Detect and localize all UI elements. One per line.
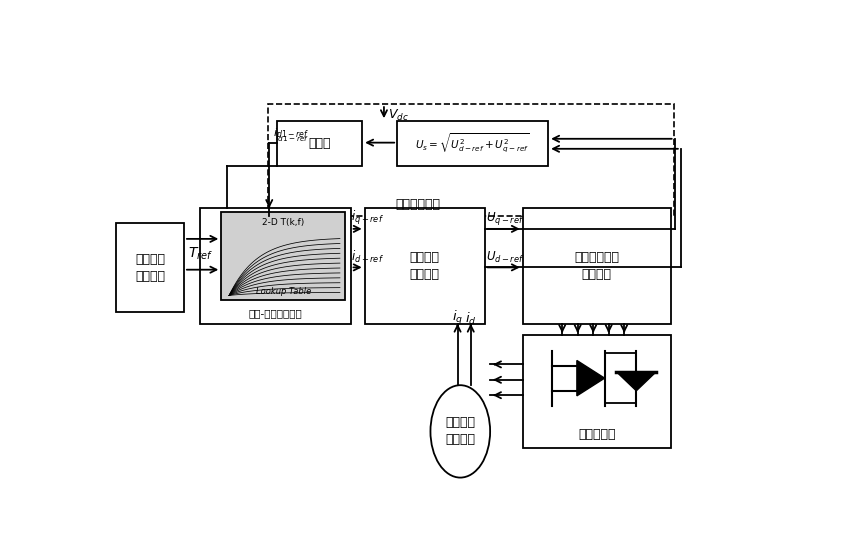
Text: $i_{d1-ref}$: $i_{d1-ref}$ bbox=[274, 130, 308, 144]
Text: Lookup Table: Lookup Table bbox=[256, 287, 311, 296]
Text: 转矩-电流查表单元: 转矩-电流查表单元 bbox=[248, 308, 302, 318]
Text: $i_{d1-ref}$: $i_{d1-ref}$ bbox=[273, 126, 309, 141]
Text: 空间矢量脉宽
调制单元: 空间矢量脉宽 调制单元 bbox=[574, 251, 619, 281]
Text: 转矩指令
输入单元: 转矩指令 输入单元 bbox=[135, 253, 165, 283]
Text: $i_{d-ref}$: $i_{d-ref}$ bbox=[351, 249, 384, 265]
Text: $U_{q-ref}$: $U_{q-ref}$ bbox=[486, 210, 525, 226]
Text: 弱磁调节单元: 弱磁调节单元 bbox=[395, 197, 440, 211]
FancyBboxPatch shape bbox=[116, 224, 184, 312]
Text: $i_d$: $i_d$ bbox=[465, 311, 476, 328]
Polygon shape bbox=[577, 360, 605, 396]
FancyBboxPatch shape bbox=[222, 212, 345, 300]
Text: $U_s = \sqrt{U_{d-ref}^2+U_{q-ref}^2}$: $U_s = \sqrt{U_{d-ref}^2+U_{q-ref}^2}$ bbox=[416, 132, 530, 155]
FancyBboxPatch shape bbox=[397, 121, 548, 166]
Text: 交叉解耦
调节单元: 交叉解耦 调节单元 bbox=[410, 251, 440, 281]
Text: $i_{q-ref}$: $i_{q-ref}$ bbox=[351, 208, 384, 226]
Text: $T_{ref}$: $T_{ref}$ bbox=[188, 246, 213, 263]
Text: $i_q$: $i_q$ bbox=[452, 310, 463, 328]
FancyBboxPatch shape bbox=[522, 335, 671, 449]
Text: 调节器: 调节器 bbox=[308, 137, 331, 150]
Text: 2-D T(k,f): 2-D T(k,f) bbox=[262, 218, 304, 227]
FancyBboxPatch shape bbox=[277, 121, 362, 166]
Text: $V_{dc}$: $V_{dc}$ bbox=[388, 108, 409, 123]
Polygon shape bbox=[617, 372, 656, 391]
Text: 逆变器单元: 逆变器单元 bbox=[578, 428, 615, 441]
FancyBboxPatch shape bbox=[365, 208, 485, 324]
FancyBboxPatch shape bbox=[199, 208, 351, 324]
Ellipse shape bbox=[430, 385, 490, 478]
Text: $U_{d-ref}$: $U_{d-ref}$ bbox=[486, 250, 525, 265]
Text: 永磁同步
电机单元: 永磁同步 电机单元 bbox=[446, 416, 475, 446]
FancyBboxPatch shape bbox=[522, 208, 671, 324]
